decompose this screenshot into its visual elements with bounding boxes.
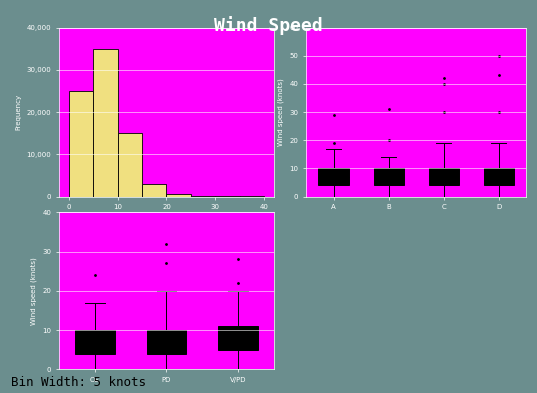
Bar xyxy=(142,184,166,196)
Y-axis label: Frequency: Frequency xyxy=(15,94,21,130)
Text: Wind Speed: Wind Speed xyxy=(214,16,323,35)
Bar xyxy=(166,195,191,196)
PathPatch shape xyxy=(147,330,186,354)
PathPatch shape xyxy=(318,168,349,185)
Y-axis label: Wind speed (knots): Wind speed (knots) xyxy=(278,78,284,146)
PathPatch shape xyxy=(75,330,114,354)
PathPatch shape xyxy=(484,168,514,185)
X-axis label: Windspeed (knots): Windspeed (knots) xyxy=(134,216,199,222)
Text: Bin Width: 5 knots: Bin Width: 5 knots xyxy=(11,376,146,389)
PathPatch shape xyxy=(219,326,258,350)
PathPatch shape xyxy=(374,168,404,185)
Bar xyxy=(69,91,93,196)
Y-axis label: Wind speed (knots): Wind speed (knots) xyxy=(31,257,37,325)
Bar xyxy=(118,133,142,196)
Bar xyxy=(93,49,118,196)
PathPatch shape xyxy=(429,168,459,185)
